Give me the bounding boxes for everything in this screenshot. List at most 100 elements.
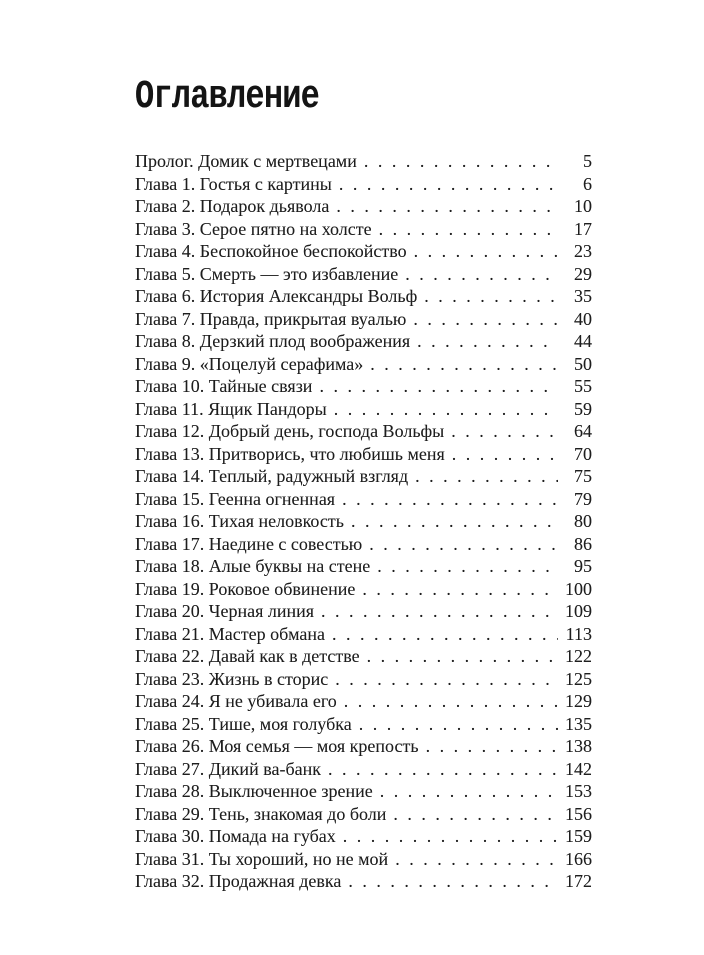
toc-entry-label: Глава 20. Черная линия	[135, 601, 315, 621]
toc-dot-leader: . . . . . . . . . . . . . . . . . . . . …	[350, 511, 558, 531]
toc-dot-leader: . . . . . . . . . . . . . . . . . . . . …	[379, 781, 558, 801]
toc-row: Глава 15. Геенна огненная . . . . . . . …	[135, 489, 592, 512]
toc-dot-leader: . . . . . . . . . . . . . . . . . . . . …	[395, 848, 558, 869]
toc-dot-leader: . . . . . . . . . . . . . . . . . . . . …	[348, 871, 558, 891]
toc-row: Глава 13. Притворись, что любишь меня . …	[135, 444, 592, 467]
toc-page-number: 113	[565, 623, 592, 644]
toc-entry-label: Глава 7. Правда, прикрытая вуалью	[135, 308, 407, 329]
toc-dot-leader: . . . . . . . . . . . . . . . . . . . . …	[451, 443, 558, 464]
toc-dot-leader: . . . . . . . . . . . . . . . . . . . . …	[335, 668, 558, 689]
toc-entry-label: Глава 21. Мастер обмана	[135, 623, 325, 644]
toc-entry-label: Глава 18. Алые буквы на стене	[135, 556, 371, 576]
toc-row: Глава 22. Давай как в детстве . . . . . …	[135, 646, 592, 669]
toc-entry-label: Глава 26. Моя семья — моя крепость	[135, 736, 419, 756]
toc-entry-label: Глава 16. Тихая неловкость	[135, 511, 344, 531]
toc-row: Глава 9. «Поцелуй серафима» . . . . . . …	[135, 354, 592, 377]
toc-page-number: 125	[565, 668, 592, 689]
toc-row: Глава 2. Подарок дьявола . . . . . . . .…	[135, 196, 592, 219]
toc-entry-label: Глава 32. Продажная девка	[135, 871, 342, 891]
toc-row: Глава 5. Смерть — это избавление . . . .…	[135, 264, 592, 287]
toc-page-number: 70	[574, 443, 592, 464]
toc-page-number: 5	[583, 151, 592, 171]
toc-entry-label: Глава 12. Добрый день, господа Вольфы	[135, 421, 445, 441]
toc-entry-label: Глава 9. «Поцелуй серафима»	[135, 353, 364, 374]
toc-page-number: 64	[574, 421, 592, 441]
toc-row: Глава 25. Тише, моя голубка . . . . . . …	[135, 714, 592, 737]
toc-entry-label: Глава 11. Ящик Пандоры	[135, 398, 327, 419]
toc-row: Глава 1. Гостья с картины . . . . . . . …	[135, 174, 592, 197]
toc-row: Глава 10. Тайные связи . . . . . . . . .…	[135, 376, 592, 399]
toc-entry-label: Глава 22. Давай как в детстве	[135, 646, 360, 666]
toc-dot-leader: . . . . . . . . . . . . . . . . . . . . …	[333, 398, 558, 419]
toc-entry-label: Глава 30. Помада на губах	[135, 826, 336, 846]
toc-dot-leader: . . . . . . . . . . . . . . . . . . . . …	[366, 646, 558, 666]
toc-row: Глава 26. Моя семья — моя крепость . . .…	[135, 736, 592, 759]
toc-dot-leader: . . . . . . . . . . . . . . . . . . . . …	[451, 421, 558, 441]
toc-row: Глава 18. Алые буквы на стене . . . . . …	[135, 556, 592, 579]
toc-row: Глава 29. Тень, знакомая до боли . . . .…	[135, 804, 592, 827]
toc-dot-leader: . . . . . . . . . . . . . . . . . . . . …	[338, 173, 558, 194]
toc-row: Глава 8. Дерзкий плод воображения . . . …	[135, 331, 592, 354]
toc-row: Глава 27. Дикий ва-банк . . . . . . . . …	[135, 759, 592, 782]
toc-page-number: 80	[574, 511, 592, 531]
toc-row: Глава 19. Роковое обвинение . . . . . . …	[135, 579, 592, 602]
toc-dot-leader: . . . . . . . . . . . . . . . . . . . . …	[413, 241, 558, 261]
toc-entry-label: Глава 1. Гостья с картины	[135, 173, 332, 194]
toc-list: Пролог. Домик с мертвецами . . . . . . .…	[135, 151, 592, 894]
toc-dot-leader: . . . . . . . . . . . . . . . . . . . . …	[327, 758, 558, 779]
toc-page-number: 50	[574, 353, 592, 374]
toc-dot-leader: . . . . . . . . . . . . . . . . . . . . …	[331, 623, 558, 644]
toc-dot-leader: . . . . . . . . . . . . . . . . . . . . …	[425, 736, 558, 756]
toc-entry-label: Глава 14. Теплый, радужный взгляд	[135, 466, 409, 486]
toc-page-number: 75	[574, 466, 592, 486]
toc-dot-leader: . . . . . . . . . . . . . . . . . . . . …	[319, 376, 558, 396]
toc-row: Глава 14. Теплый, радужный взгляд . . . …	[135, 466, 592, 489]
toc-page-number: 23	[574, 241, 592, 261]
toc-entry-label: Глава 10. Тайные связи	[135, 376, 313, 396]
page-title: Оглавление	[135, 75, 320, 120]
toc-page-number: 55	[574, 376, 592, 396]
toc-row: Глава 23. Жизнь в сторис . . . . . . . .…	[135, 669, 592, 692]
toc-entry-label: Глава 29. Тень, знакомая до боли	[135, 803, 387, 824]
toc-page-number: 159	[565, 826, 592, 846]
toc-page-number: 10	[574, 196, 592, 216]
toc-entry-label: Глава 24. Я не убивала его	[135, 691, 337, 711]
toc-page-number: 59	[574, 398, 592, 419]
toc-entry-label: Глава 17. Наедине с совестью	[135, 533, 363, 554]
toc-row: Глава 7. Правда, прикрытая вуалью . . . …	[135, 309, 592, 332]
toc-page-number: 79	[574, 488, 592, 509]
toc-row: Глава 24. Я не убивала его . . . . . . .…	[135, 691, 592, 714]
toc-row: Глава 21. Мастер обмана . . . . . . . . …	[135, 624, 592, 647]
toc-page-number: 100	[565, 578, 592, 599]
toc-entry-label: Глава 31. Ты хороший, но не мой	[135, 848, 389, 869]
toc-page-number: 6	[583, 173, 592, 194]
toc-row: Глава 17. Наедине с совестью . . . . . .…	[135, 534, 592, 557]
toc-page-number: 172	[565, 871, 592, 891]
toc-page-number: 44	[574, 331, 592, 351]
toc-row: Глава 31. Ты хороший, но не мой . . . . …	[135, 849, 592, 872]
toc-page-number: 153	[565, 781, 592, 801]
toc-entry-label: Глава 3. Серое пятно на холсте	[135, 218, 372, 239]
toc-dot-leader: . . . . . . . . . . . . . . . . . . . . …	[405, 263, 558, 284]
toc-entry-label: Глава 2. Подарок дьявола	[135, 196, 330, 216]
toc-row: Глава 16. Тихая неловкость . . . . . . .…	[135, 511, 592, 534]
toc-row: Глава 20. Черная линия . . . . . . . . .…	[135, 601, 592, 624]
toc-entry-label: Глава 27. Дикий ва-банк	[135, 758, 321, 779]
toc-entry-label: Пролог. Домик с мертвецами	[135, 151, 357, 171]
toc-page-number: 40	[574, 308, 592, 329]
toc-row: Глава 32. Продажная девка . . . . . . . …	[135, 871, 592, 894]
toc-entry-label: Глава 5. Смерть — это избавление	[135, 263, 399, 284]
toc-row: Пролог. Домик с мертвецами . . . . . . .…	[135, 151, 592, 174]
toc-row: Глава 28. Выключенное зрение . . . . . .…	[135, 781, 592, 804]
toc-page-number: 142	[565, 758, 592, 779]
toc-dot-leader: . . . . . . . . . . . . . . . . . . . . …	[362, 578, 558, 599]
toc-dot-leader: . . . . . . . . . . . . . . . . . . . . …	[424, 286, 558, 306]
toc-entry-label: Глава 25. Тише, моя голубка	[135, 713, 352, 734]
toc-entry-label: Глава 23. Жизнь в сторис	[135, 668, 329, 689]
toc-page-number: 86	[574, 533, 592, 554]
toc-dot-leader: . . . . . . . . . . . . . . . . . . . . …	[358, 713, 558, 734]
toc-page-number: 166	[565, 848, 592, 869]
toc-page-number: 138	[565, 736, 592, 756]
toc-dot-leader: . . . . . . . . . . . . . . . . . . . . …	[415, 466, 558, 486]
